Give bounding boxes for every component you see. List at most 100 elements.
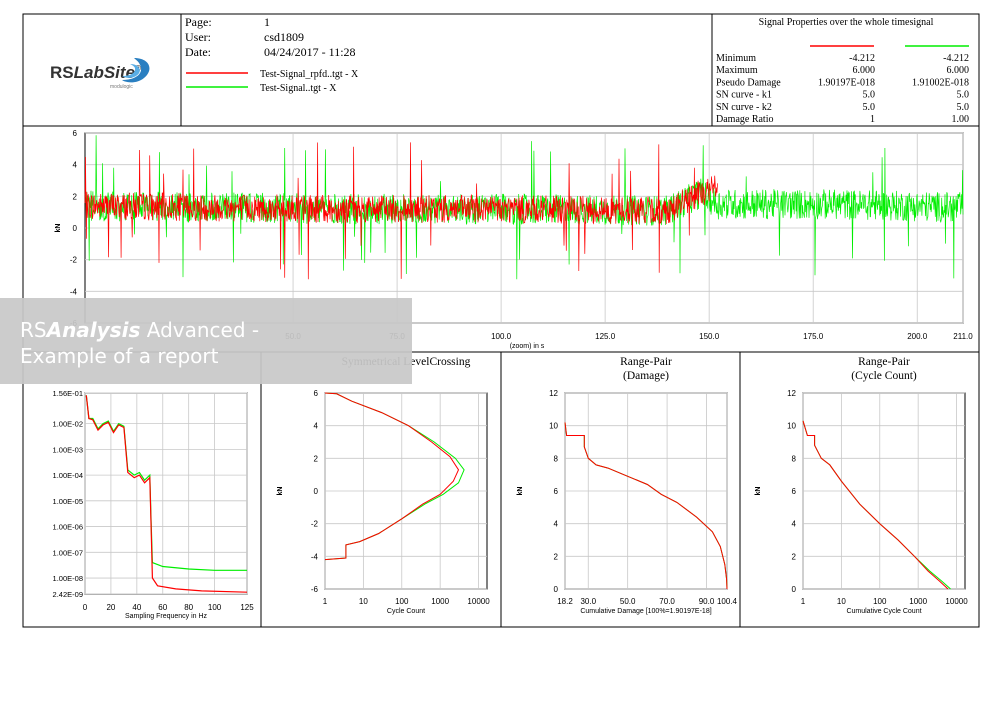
property-value-red: 1.90197E-018 bbox=[818, 77, 875, 88]
property-value-red: 5.0 bbox=[863, 102, 876, 113]
x-tick-label: 50.0 bbox=[620, 597, 636, 606]
y-tick-label: 6 bbox=[314, 389, 319, 398]
y-tick-label: 8 bbox=[554, 454, 559, 463]
chart-title: Range-Pair bbox=[858, 356, 910, 368]
x-tick-label: 175.0 bbox=[803, 332, 824, 341]
info-value-user: csd1809 bbox=[264, 30, 304, 44]
level-crossing-chart-series-red bbox=[324, 392, 460, 561]
y-tick-label: 0 bbox=[73, 224, 78, 233]
y-tick-label: -6 bbox=[311, 585, 319, 594]
x-tick-label: 1000 bbox=[431, 597, 449, 606]
property-value-green: 5.0 bbox=[957, 102, 970, 113]
property-value-green: 5.0 bbox=[957, 90, 970, 101]
y-tick-label: 10 bbox=[549, 422, 558, 431]
y-tick-label: 1.00E-03 bbox=[53, 445, 83, 454]
x-tick-label: 10000 bbox=[467, 597, 490, 606]
chart-title: (Cycle Count) bbox=[851, 370, 917, 382]
x-tick-label: 100 bbox=[208, 603, 222, 612]
x-tick-label: 70.0 bbox=[659, 597, 675, 606]
property-value-green: -4.212 bbox=[943, 53, 969, 64]
signal-legend: Test-Signal_rpfd..tgt - X Test-Signal..t… bbox=[186, 69, 359, 94]
report-info: Page: User: Date: 1 csd1809 04/24/2017 -… bbox=[185, 15, 356, 59]
property-name: Minimum bbox=[716, 53, 756, 64]
range-pair-damage-chart-series-red bbox=[564, 422, 728, 590]
x-tick-label: 100 bbox=[395, 597, 409, 606]
caption-overlay: RSAnalysis Advanced - Example of a repor… bbox=[0, 298, 412, 384]
range-pair-cycle-chart: 12 10 8 6 4 2 01 10 100 1000 10000 Cumulative Cycle… bbox=[755, 356, 968, 615]
chart-title: Range-Pair bbox=[620, 356, 672, 368]
property-value-green: 6.000 bbox=[947, 65, 970, 76]
x-axis-label: Cumulative Damage [100%=1.90197E-18] bbox=[580, 608, 711, 615]
time-series-red bbox=[84, 142, 718, 280]
y-tick-label: -4 bbox=[70, 287, 78, 296]
psd-plot-area bbox=[84, 392, 248, 595]
psd-series-red bbox=[85, 395, 248, 593]
property-value-red: 5.0 bbox=[863, 90, 876, 101]
logo-subtext: modulogic bbox=[110, 84, 133, 90]
time-signal-chart: 6420-2-4-650.075.0100.0125.0150.0175.020… bbox=[55, 129, 973, 350]
y-tick-label: 1.00E-07 bbox=[53, 548, 83, 557]
legend-label-red: Test-Signal_rpfd..tgt - X bbox=[260, 69, 359, 80]
properties-title: Signal Properties over the whole timesig… bbox=[759, 17, 934, 28]
x-tick-label: 100 bbox=[873, 597, 887, 606]
x-tick-label: 0 bbox=[83, 603, 88, 612]
time-series-green bbox=[84, 135, 964, 280]
x-tick-label: 18.2 bbox=[557, 597, 573, 606]
chart-title: (Damage) bbox=[623, 370, 669, 382]
x-tick-label: 60 bbox=[158, 603, 167, 612]
info-label-page: Page: bbox=[185, 15, 212, 29]
y-tick-label: 4 bbox=[314, 422, 319, 431]
logo-swoosh-icon bbox=[122, 58, 150, 83]
range-pair-damage-chart: 12 10 8 6 4 2 0 18.2 30.0 50.0 70.0 90.0 100.4 Cumula… bbox=[517, 356, 738, 615]
property-value-red: 6.000 bbox=[853, 65, 876, 76]
info-value-page: 1 bbox=[264, 15, 270, 29]
y-tick-label: 8 bbox=[792, 454, 797, 463]
x-axis-label: (zoom) in s bbox=[510, 343, 545, 350]
info-label-user: User: bbox=[185, 30, 211, 44]
property-name: Damage Ratio bbox=[716, 114, 773, 125]
y-tick-label: 2 bbox=[314, 454, 319, 463]
x-tick-label: 200.0 bbox=[907, 332, 928, 341]
y-tick-label: -2 bbox=[311, 520, 319, 529]
info-value-date: 04/24/2017 - 11:28 bbox=[264, 45, 356, 59]
y-tick-label: 4 bbox=[73, 161, 78, 170]
range-pair-cycle-chart-series-red bbox=[802, 420, 949, 590]
x-tick-label: 125 bbox=[240, 603, 254, 612]
y-tick-label: 4 bbox=[792, 520, 797, 529]
y-tick-label: 2 bbox=[73, 192, 78, 201]
y-tick-label: 6 bbox=[792, 487, 797, 496]
property-value-red: 1 bbox=[870, 114, 875, 125]
x-axis-label: Cumulative Cycle Count bbox=[846, 608, 921, 615]
y-tick-label: 1.00E-05 bbox=[53, 497, 83, 506]
y-tick-label: 12 bbox=[549, 389, 558, 398]
x-tick-label: 100.0 bbox=[491, 332, 512, 341]
x-tick-label: 125.0 bbox=[595, 332, 616, 341]
logo-text: RSLabSite® bbox=[50, 63, 141, 82]
y-tick-label: 2.42E-09 bbox=[53, 590, 83, 599]
x-tick-label: 40 bbox=[132, 603, 141, 612]
x-tick-label: 1 bbox=[801, 597, 806, 606]
y-axis-label: kN bbox=[55, 224, 62, 233]
y-axis-label: kN bbox=[277, 487, 284, 496]
x-tick-label: 100.4 bbox=[717, 597, 738, 606]
y-tick-label: 1.00E-02 bbox=[53, 420, 83, 429]
x-tick-label: 211.0 bbox=[953, 332, 973, 341]
x-tick-label: 1 bbox=[323, 597, 328, 606]
x-tick-label: 30.0 bbox=[580, 597, 596, 606]
y-tick-label: -4 bbox=[311, 552, 319, 561]
x-tick-label: 90.0 bbox=[699, 597, 715, 606]
y-tick-label: 0 bbox=[792, 585, 797, 594]
property-name: Maximum bbox=[716, 65, 758, 76]
caption-title: RSAnalysis Advanced - bbox=[20, 318, 260, 342]
x-axis-label: Cycle Count bbox=[387, 608, 425, 615]
y-tick-label: 6 bbox=[554, 487, 559, 496]
y-tick-label: 1.56E-01 bbox=[53, 389, 83, 398]
y-tick-label: -2 bbox=[70, 256, 78, 265]
y-tick-label: 6 bbox=[73, 129, 78, 138]
y-tick-label: 1.00E-06 bbox=[53, 523, 83, 532]
y-tick-label: 1.00E-04 bbox=[53, 471, 83, 480]
y-tick-label: 0 bbox=[314, 487, 319, 496]
property-value-green: 1.91002E-018 bbox=[912, 77, 969, 88]
